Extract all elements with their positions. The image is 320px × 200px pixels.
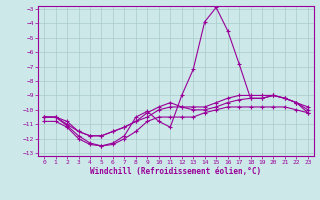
X-axis label: Windchill (Refroidissement éolien,°C): Windchill (Refroidissement éolien,°C) xyxy=(91,167,261,176)
